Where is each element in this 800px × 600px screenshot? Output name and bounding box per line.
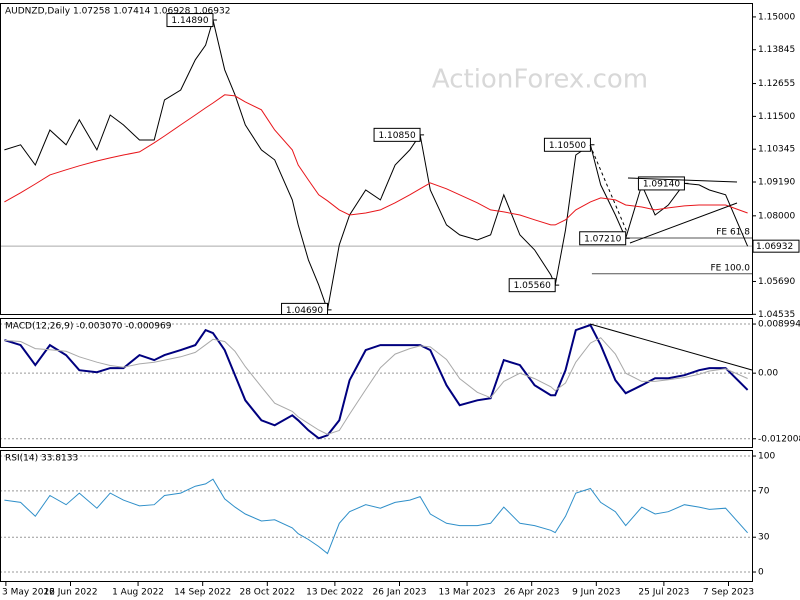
x-tick-label: 13 Dec 2022 bbox=[306, 588, 364, 598]
y-tick-label: 1.05690 bbox=[758, 277, 795, 287]
annotation-box bbox=[637, 176, 685, 191]
y-tick-label: 1.09190 bbox=[758, 178, 795, 188]
y-tick-label: -0.012008 bbox=[758, 434, 800, 444]
fe-level-label: FE 100.0 bbox=[711, 263, 751, 273]
annotation-box bbox=[281, 302, 329, 315]
y-tick-label: 0.00 bbox=[758, 369, 778, 379]
annotation-label: 1.09140 bbox=[643, 179, 680, 189]
annotation-label: 1.14890 bbox=[171, 16, 208, 26]
annotation-label: 1.04690 bbox=[286, 306, 323, 316]
annotation-box bbox=[508, 278, 556, 293]
y-tick-label: 1.10345 bbox=[758, 145, 795, 155]
x-tick-label: 1 Aug 2022 bbox=[112, 588, 164, 598]
x-tick-label: 13 Mar 2023 bbox=[439, 588, 496, 598]
y-tick-label: 1.11500 bbox=[758, 112, 795, 122]
panel-title: MACD(12,26,9) -0.003070 -0.000969 bbox=[5, 322, 172, 332]
y-tick-label: 30 bbox=[758, 533, 770, 543]
trendline bbox=[589, 144, 628, 233]
y-tick-label: 1.15000 bbox=[758, 12, 795, 22]
x-tick-label: 3 May 2022 bbox=[2, 588, 55, 598]
annotation-label: 1.10500 bbox=[549, 141, 586, 151]
y-tick-label: 0.008994 bbox=[758, 320, 800, 330]
last-price-box bbox=[752, 239, 800, 253]
fe-level-label: FE 61.8 bbox=[716, 227, 750, 237]
y-tick-label: 100 bbox=[758, 452, 775, 462]
series-line bbox=[4, 337, 748, 435]
y-tick-label: 1.08000 bbox=[758, 211, 795, 221]
panel-border bbox=[0, 450, 753, 582]
y-tick-label: 0 bbox=[758, 568, 764, 578]
x-tick-label: 26 Apr 2023 bbox=[504, 588, 560, 598]
x-tick-label: 28 Oct 2022 bbox=[239, 588, 295, 598]
plot bbox=[0, 455, 752, 573]
x-tick-label: 14 Sep 2022 bbox=[174, 588, 231, 598]
annotation-box bbox=[373, 127, 421, 142]
x-tick-label: 26 Jan 2023 bbox=[373, 588, 427, 598]
series-line bbox=[4, 18, 749, 312]
y-tick-label: 1.04535 bbox=[758, 310, 795, 320]
annotation-label: 1.07210 bbox=[584, 234, 621, 244]
plot: ActionForex.com FE 61.8 FE 100.0 1.14890 1.0… bbox=[0, 13, 752, 316]
panel-border bbox=[0, 3, 753, 315]
series-line bbox=[4, 478, 748, 555]
series-line bbox=[4, 94, 748, 226]
trendline bbox=[589, 323, 753, 371]
y-tick-label: 1.13845 bbox=[758, 45, 795, 55]
panel-border bbox=[0, 318, 753, 448]
panel-title: RSI(14) 33.8133 bbox=[5, 454, 78, 464]
x-tick-label: 16 Jun 2022 bbox=[43, 588, 97, 598]
last-price-label: 1.06932 bbox=[756, 242, 793, 252]
watermark: ActionForex.com bbox=[432, 65, 648, 95]
x-tick-label: 7 Sep 2023 bbox=[703, 588, 754, 598]
annotation-box bbox=[543, 137, 591, 152]
panel-title: AUDNZD,Daily 1.07258 1.07414 1.06928 1.0… bbox=[5, 7, 230, 17]
y-tick-label: 70 bbox=[758, 486, 770, 496]
annotation-box bbox=[579, 231, 627, 246]
y-tick-label: 1.12655 bbox=[758, 79, 795, 89]
trendline bbox=[627, 177, 738, 183]
x-tick-label: 25 Jul 2023 bbox=[638, 588, 689, 598]
series-line bbox=[4, 323, 749, 440]
x-tick-label: 9 Jun 2023 bbox=[572, 588, 620, 598]
annotation-label: 1.05560 bbox=[514, 281, 551, 291]
trendline bbox=[629, 202, 738, 244]
annotation-label: 1.10850 bbox=[378, 131, 415, 141]
annotation-box bbox=[166, 13, 214, 28]
plot bbox=[0, 323, 752, 440]
